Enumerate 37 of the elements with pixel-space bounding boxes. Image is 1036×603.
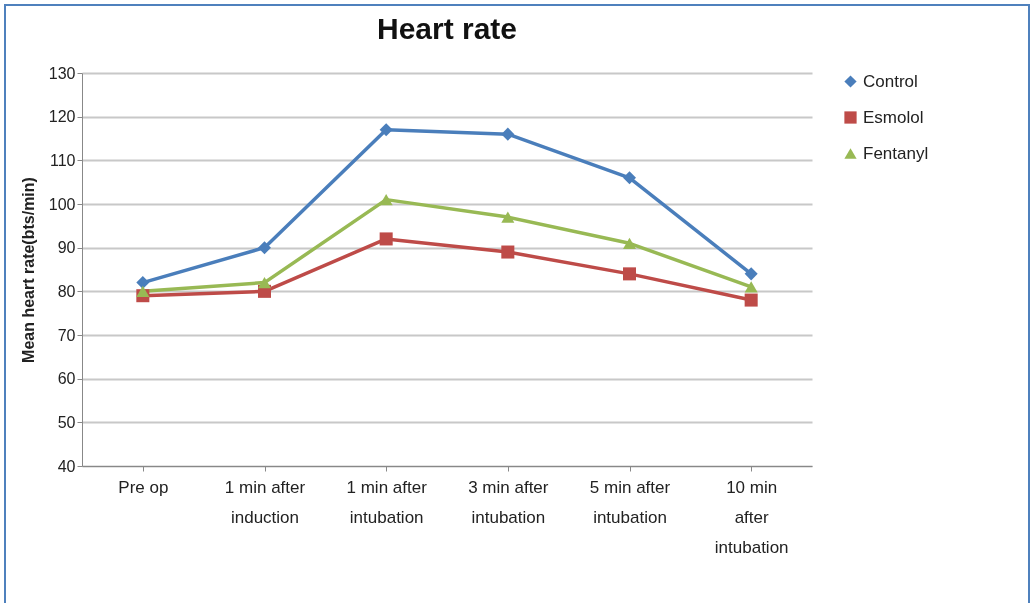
y-tick-label: 100 <box>48 195 76 213</box>
y-tick-label: 80 <box>57 282 76 300</box>
legend-label: Fentanyl <box>863 143 929 163</box>
point <box>622 237 637 249</box>
point <box>257 276 272 289</box>
point <box>379 193 393 206</box>
legend-label: Control <box>863 71 918 91</box>
y-tick-label: 120 <box>48 108 76 126</box>
y-axis-title: Mean heart rate(bts/min) <box>19 177 37 363</box>
point <box>136 285 150 297</box>
y-tick-label: 60 <box>57 370 76 388</box>
point <box>257 241 272 255</box>
point <box>622 171 637 185</box>
point <box>379 123 393 137</box>
y-tick-label: 70 <box>57 326 76 344</box>
x-tick-label: 5 min after intubation <box>589 477 671 527</box>
point <box>744 293 758 307</box>
x-tick-label: 3 min after intubation <box>468 477 549 527</box>
x-tick-label: 10 min after intubation <box>714 477 789 557</box>
y-tick-label: 110 <box>49 151 76 169</box>
x-tick-label: 1 min after induction <box>224 477 306 527</box>
point <box>501 127 515 141</box>
point <box>379 232 393 246</box>
chart-title: Heart rate <box>376 12 518 45</box>
point <box>744 281 758 293</box>
legend-label: Esmolol <box>863 107 924 127</box>
point <box>501 245 515 259</box>
y-tick-label: 130 <box>48 64 76 82</box>
point <box>744 267 758 281</box>
y-tick-label: 90 <box>57 239 76 257</box>
point <box>501 211 515 223</box>
y-tick-label: 40 <box>57 457 76 475</box>
y-tick-label: 50 <box>57 413 76 431</box>
x-tick-label: 1 min after intubation <box>346 477 428 527</box>
point <box>136 276 150 290</box>
point <box>622 267 637 281</box>
x-tick-label: Pre op <box>118 477 169 497</box>
